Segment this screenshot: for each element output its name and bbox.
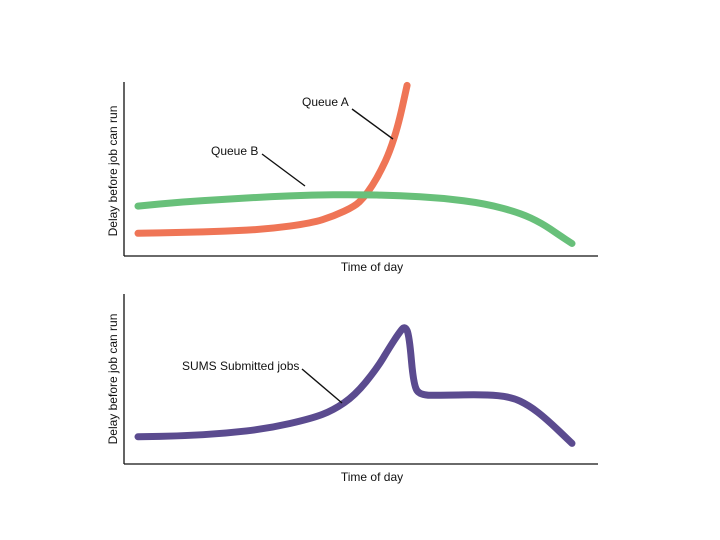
bottom-series-layer <box>134 324 576 447</box>
top-series-1-line <box>134 81 411 237</box>
bottom-x-axis-label: Time of day <box>341 470 403 484</box>
top-y-axis-label: Delay before job can run <box>106 106 120 237</box>
queue-b-annotation: Queue B <box>211 144 258 158</box>
top-x-axis-label: Time of day <box>341 260 403 274</box>
queue-a-annotation-line <box>351 108 394 140</box>
bottom-chart: Delay before job can run Time of day SUM… <box>106 294 598 484</box>
top-series-layer <box>134 81 576 247</box>
bottom-series-1-line <box>134 324 576 447</box>
sums-annotation-line <box>301 368 343 404</box>
top-series-2-line <box>134 191 576 247</box>
top-chart: Delay before job can run Time of day Que… <box>106 81 598 274</box>
sums-annotation: SUMS Submitted jobs <box>182 359 299 373</box>
bottom-y-axis-label: Delay before job can run <box>106 314 120 445</box>
queue-b-annotation-line <box>261 153 306 187</box>
queue-a-annotation: Queue A <box>302 95 349 109</box>
